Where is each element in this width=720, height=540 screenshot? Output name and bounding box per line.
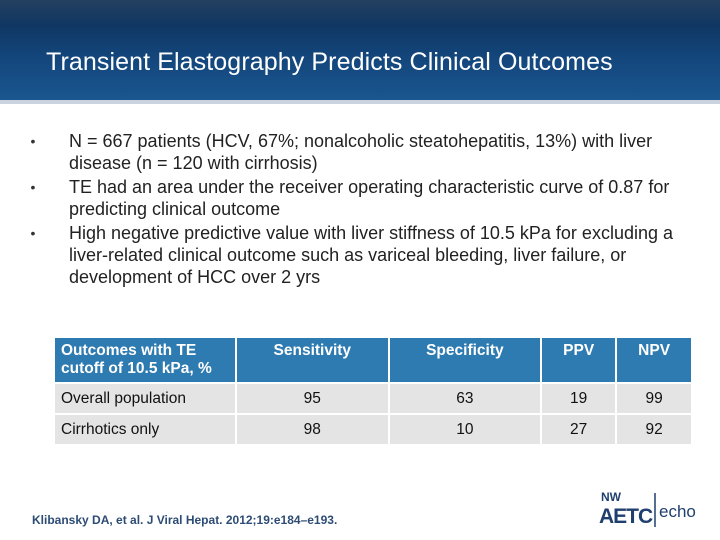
- logo-nw-text: NW: [601, 490, 622, 504]
- bullet-item: • N = 667 patients (HCV, 67%; nonalcoholi…: [26, 130, 696, 174]
- table-row: Overall population 95 63 19 99: [55, 382, 691, 414]
- bullet-text: N = 667 patients (HCV, 67%; nonalcoholic…: [69, 131, 653, 173]
- citation: Klibansky DA, et al. J Viral Hepat. 2012…: [32, 513, 338, 527]
- outcomes-table: Outcomes with TE cutoff of 10.5 kPa, % S…: [55, 338, 691, 444]
- header-outcomes: Outcomes with TE cutoff of 10.5 kPa, %: [55, 338, 237, 383]
- title-bar-sheen: [0, 0, 720, 26]
- bullet-dot-icon: •: [30, 179, 36, 195]
- nw-aetc-echo-logo: NW AETC echo: [599, 490, 696, 528]
- logo-aetc-text: AETC: [599, 505, 653, 528]
- bullet-list: • N = 667 patients (HCV, 67%; nonalcoholi…: [26, 130, 696, 290]
- table-cell: 27: [541, 413, 618, 444]
- header-npv: NPV: [616, 338, 691, 383]
- bullet-item: • High negative predictive value with liv…: [26, 222, 696, 288]
- table-cell: 63: [388, 382, 543, 414]
- table-cell: 95: [236, 382, 390, 414]
- table-cell: Cirrhotics only: [55, 413, 237, 444]
- bullet-dot-icon: •: [30, 133, 36, 149]
- table-cell: 98: [236, 413, 390, 444]
- table-row: Cirrhotics only 98 10 27 92: [55, 413, 691, 444]
- table-cell: 19: [541, 382, 618, 414]
- table-cell: 10: [388, 413, 543, 444]
- bullet-text: High negative predictive value with live…: [69, 223, 673, 287]
- table-header-row: Outcomes with TE cutoff of 10.5 kPa, % S…: [55, 338, 691, 383]
- bullet-text: TE had an area under the receiver operat…: [69, 177, 670, 219]
- title-divider: [0, 100, 720, 104]
- header-sensitivity: Sensitivity: [236, 338, 390, 383]
- logo-echo-text: echo: [659, 502, 696, 521]
- table-cell: 92: [616, 413, 691, 444]
- header-ppv: PPV: [541, 338, 618, 383]
- bullet-item: • TE had an area under the receiver opera…: [26, 176, 696, 220]
- bullet-dot-icon: •: [30, 225, 36, 241]
- slide-title: Transient Elastography Predicts Clinical…: [46, 48, 613, 76]
- table-cell: 99: [616, 382, 691, 414]
- title-bar: [0, 0, 720, 100]
- table-cell: Overall population: [55, 382, 237, 414]
- header-specificity: Specificity: [388, 338, 543, 383]
